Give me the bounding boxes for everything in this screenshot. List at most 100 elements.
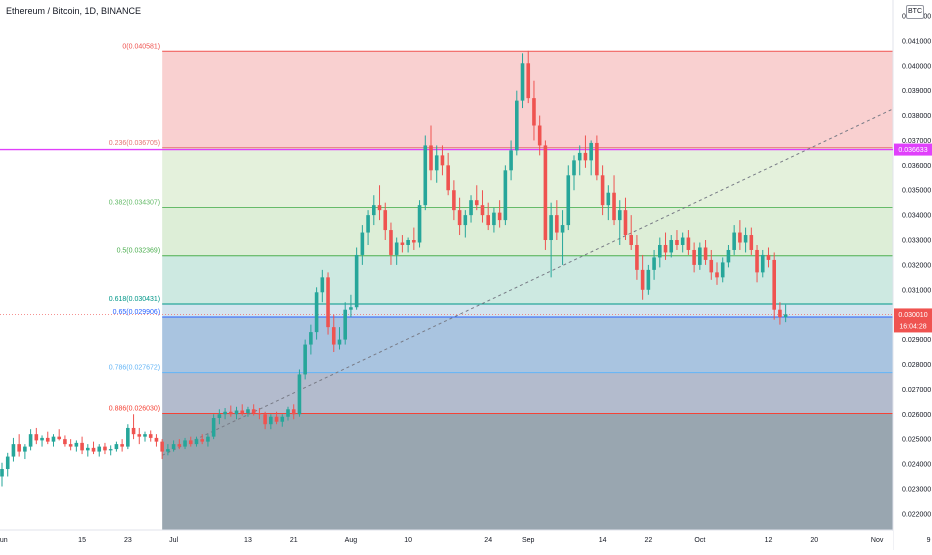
candle bbox=[412, 227, 416, 250]
candle-body bbox=[211, 417, 216, 437]
candle bbox=[469, 195, 473, 223]
candle bbox=[417, 200, 422, 248]
candle-body bbox=[286, 409, 290, 417]
candle-body bbox=[229, 411, 233, 415]
candle-body bbox=[520, 63, 525, 101]
candle-body bbox=[23, 446, 27, 452]
candle-body bbox=[251, 409, 256, 414]
trend-line-segment[interactable] bbox=[161, 51, 932, 456]
candle-body bbox=[349, 307, 353, 310]
candle-body bbox=[263, 414, 267, 425]
candle bbox=[309, 324, 313, 355]
candle-body bbox=[240, 410, 245, 414]
candle bbox=[103, 442, 107, 455]
candle-body bbox=[131, 427, 136, 435]
candle bbox=[743, 227, 748, 253]
candle-body bbox=[635, 244, 639, 270]
candle-body bbox=[223, 411, 227, 415]
candle bbox=[183, 437, 187, 450]
candle bbox=[589, 140, 593, 176]
price-markers: 0.036633 0.030010 16:04:28 bbox=[894, 143, 932, 333]
candle-body bbox=[766, 254, 771, 260]
price-axis-label: 0.026000 bbox=[902, 412, 931, 419]
fib-level-label: 0.786(0.027672) bbox=[109, 365, 160, 372]
trend-line[interactable] bbox=[161, 51, 932, 456]
candle bbox=[600, 165, 605, 216]
candle-body bbox=[452, 190, 456, 211]
currency-badge[interactable]: BTC bbox=[906, 5, 924, 19]
candle bbox=[434, 145, 439, 183]
price-axis-label: 0.024000 bbox=[902, 462, 931, 469]
candle bbox=[738, 220, 742, 250]
candle-body bbox=[303, 344, 307, 375]
candle-body bbox=[217, 414, 222, 418]
candle bbox=[509, 140, 513, 181]
horizontal-line-price: 0.036633 bbox=[898, 147, 927, 154]
candle bbox=[114, 441, 119, 452]
candle bbox=[755, 244, 759, 283]
fib-zone bbox=[162, 303, 893, 318]
candle bbox=[63, 435, 67, 447]
candle-body bbox=[383, 210, 388, 231]
candle bbox=[629, 215, 633, 250]
fib-level-label: 0.236(0.036705) bbox=[109, 140, 160, 147]
candle-body bbox=[97, 446, 102, 452]
candle-body bbox=[331, 327, 336, 345]
candle-body bbox=[783, 314, 788, 318]
candle-body bbox=[560, 225, 565, 233]
candle-body bbox=[148, 434, 153, 438]
candle-body bbox=[646, 269, 651, 290]
candle-body bbox=[503, 170, 508, 221]
candle bbox=[343, 302, 347, 345]
candle bbox=[543, 140, 548, 250]
candle-body bbox=[297, 374, 302, 415]
candle-body bbox=[515, 100, 519, 151]
candle-body bbox=[709, 259, 714, 273]
candle-body bbox=[577, 152, 582, 161]
candle-body bbox=[28, 434, 33, 447]
price-axis-label: 0.039000 bbox=[902, 88, 931, 95]
time-axis-label: Nov bbox=[871, 537, 884, 544]
candle bbox=[606, 185, 611, 221]
candle-body bbox=[698, 247, 702, 265]
candle-body bbox=[486, 215, 490, 226]
time-axis-label: 10 bbox=[404, 537, 412, 544]
candle-body bbox=[732, 232, 736, 250]
candle-body bbox=[91, 447, 96, 452]
candle-body bbox=[80, 442, 84, 451]
candle bbox=[423, 135, 428, 211]
candle bbox=[492, 207, 496, 233]
candle-body bbox=[377, 205, 382, 211]
candle bbox=[497, 200, 502, 228]
candle bbox=[480, 190, 485, 223]
candle-body bbox=[68, 444, 73, 447]
time-axis[interactable]: Jun 15 23 Jul 13 21 Aug 10 24 Sep 14 22 Oct 12 20 Nov 9 bbox=[0, 531, 931, 550]
fib-zone bbox=[162, 147, 893, 208]
candle bbox=[240, 404, 245, 416]
candle bbox=[314, 287, 319, 340]
candle-body bbox=[326, 277, 330, 328]
candle bbox=[474, 185, 479, 211]
price-axis-label: 0.031000 bbox=[902, 287, 931, 294]
candle bbox=[429, 125, 433, 181]
candle bbox=[11, 437, 16, 462]
candle-body bbox=[166, 449, 170, 452]
candle-body bbox=[160, 441, 164, 452]
candle-body bbox=[257, 413, 262, 415]
candle bbox=[223, 408, 227, 420]
candle-body bbox=[549, 215, 553, 241]
price-axis[interactable]: 0.0420000.0410000.0400000.0390000.038000… bbox=[894, 0, 932, 550]
candle bbox=[206, 434, 210, 447]
candle bbox=[194, 436, 199, 447]
bar-countdown: 16:04:28 bbox=[899, 323, 926, 330]
time-axis-label: 14 bbox=[599, 537, 607, 544]
price-axis-label: 0.038000 bbox=[902, 113, 931, 120]
candle bbox=[383, 202, 388, 241]
candle-body bbox=[566, 175, 571, 226]
candle bbox=[57, 429, 61, 441]
candle-body bbox=[463, 215, 468, 226]
price-axis-label: 0.033000 bbox=[902, 238, 931, 245]
candle-body bbox=[720, 262, 725, 278]
